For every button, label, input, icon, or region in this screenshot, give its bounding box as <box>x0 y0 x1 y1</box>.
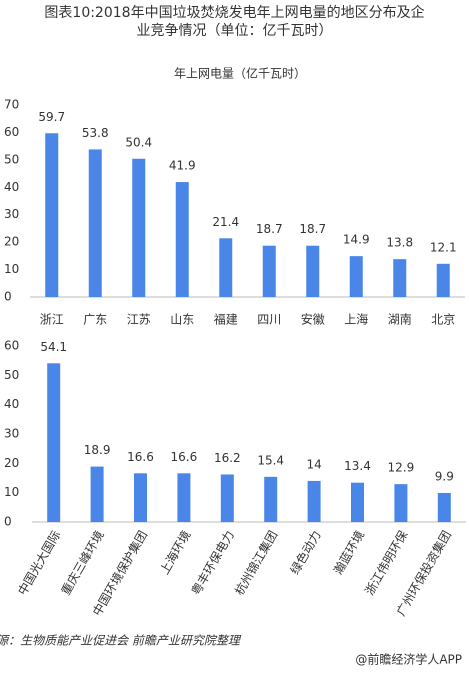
page-title: 图表10:2018年中国垃圾焚烧发电年上网电量的地区分布及企业竞争情况（单位：亿… <box>44 5 425 39</box>
source: 资料来源：生物质能产业促进会 前瞻产业研究院整理 <box>0 634 242 648</box>
x-tick-label: 湖南 <box>388 312 412 327</box>
value-label: 18.7 <box>256 222 283 236</box>
value-label: 9.9 <box>435 469 454 483</box>
y-tick-label: 10 <box>4 262 19 276</box>
y-tick-label: 0 <box>4 515 12 529</box>
bar <box>45 133 59 297</box>
bar <box>175 182 189 297</box>
bar <box>219 238 233 297</box>
x-tick-label: 上海环境 <box>157 528 194 577</box>
bar <box>262 245 276 297</box>
x-tick-label: 安徽 <box>301 312 325 327</box>
x-tick-label: 北京 <box>431 313 455 327</box>
value-label: 21.4 <box>212 215 239 229</box>
x-tick-label: 四川 <box>257 313 281 327</box>
bar <box>437 492 451 522</box>
value-label: 15.4 <box>257 453 284 467</box>
bar <box>134 473 147 522</box>
value-label: 41.9 <box>169 159 196 173</box>
bar <box>436 263 450 297</box>
x-tick-label: 重庆三峰环境 <box>58 528 107 598</box>
footer: @前瞻经济学人APP <box>355 652 462 667</box>
value-label: 50.4 <box>125 135 152 149</box>
value-label: 14.9 <box>343 233 370 247</box>
value-label: 14 <box>306 457 321 471</box>
bar <box>88 149 102 297</box>
value-label: 12.1 <box>430 240 457 254</box>
bar <box>220 474 234 522</box>
value-label: 16.2 <box>214 451 241 465</box>
bar <box>90 466 104 522</box>
y-tick-label: 30 <box>4 207 19 221</box>
x-tick-label: 广东 <box>83 313 107 327</box>
y-tick-label: 50 <box>4 152 19 166</box>
y-tick-label: 40 <box>4 180 19 194</box>
y-tick-label: 20 <box>4 235 19 249</box>
y-tick-label: 60 <box>4 125 19 139</box>
value-label: 54.1 <box>40 340 67 354</box>
value-label: 12.9 <box>388 461 415 475</box>
bar <box>394 484 408 522</box>
x-tick-label: 福建 <box>214 312 238 327</box>
bar <box>47 363 61 522</box>
y-tick-label: 60 <box>4 339 19 353</box>
x-tick-label: 上海 <box>344 312 368 327</box>
value-label: 18.9 <box>84 443 111 457</box>
bar <box>306 245 320 297</box>
bar <box>177 473 191 522</box>
x-tick-label: 江苏 <box>127 313 151 327</box>
x-tick-label: 浙江 <box>40 313 64 327</box>
value-label: 18.7 <box>299 222 326 236</box>
bar <box>393 259 407 297</box>
value-label: 13.8 <box>386 236 413 250</box>
y-tick-label: 20 <box>4 456 19 470</box>
y-tick-label: 30 <box>4 427 19 441</box>
y-tick-label: 0 <box>4 290 12 304</box>
value-label: 16.6 <box>127 450 154 464</box>
x-tick-label: 浙江伟明环保 <box>362 528 410 597</box>
bar <box>349 256 363 297</box>
x-tick-label: 杭州锦江集团 <box>231 528 280 598</box>
bar <box>264 476 278 522</box>
y-tick-label: 10 <box>4 485 19 499</box>
x-tick-label: 山东 <box>170 313 194 327</box>
value-label: 53.8 <box>82 126 109 140</box>
bar <box>351 482 364 522</box>
bar <box>307 480 321 522</box>
x-tick-label: 中国光大国际 <box>14 528 63 598</box>
y-tick-label: 40 <box>4 397 19 411</box>
y-tick-label: 70 <box>4 98 19 112</box>
bar <box>132 158 146 297</box>
chart-title: 年上网电量（亿千瓦时） <box>174 66 306 81</box>
value-label: 59.7 <box>38 110 65 124</box>
x-tick-label: 绿色动力 <box>287 528 324 577</box>
y-tick-label: 50 <box>4 368 19 382</box>
x-tick-label: 瀚蓝环境 <box>330 528 367 577</box>
x-tick-label: 粤丰环保电力 <box>188 528 237 598</box>
value-label: 13.4 <box>344 459 371 473</box>
value-label: 16.6 <box>171 450 198 464</box>
